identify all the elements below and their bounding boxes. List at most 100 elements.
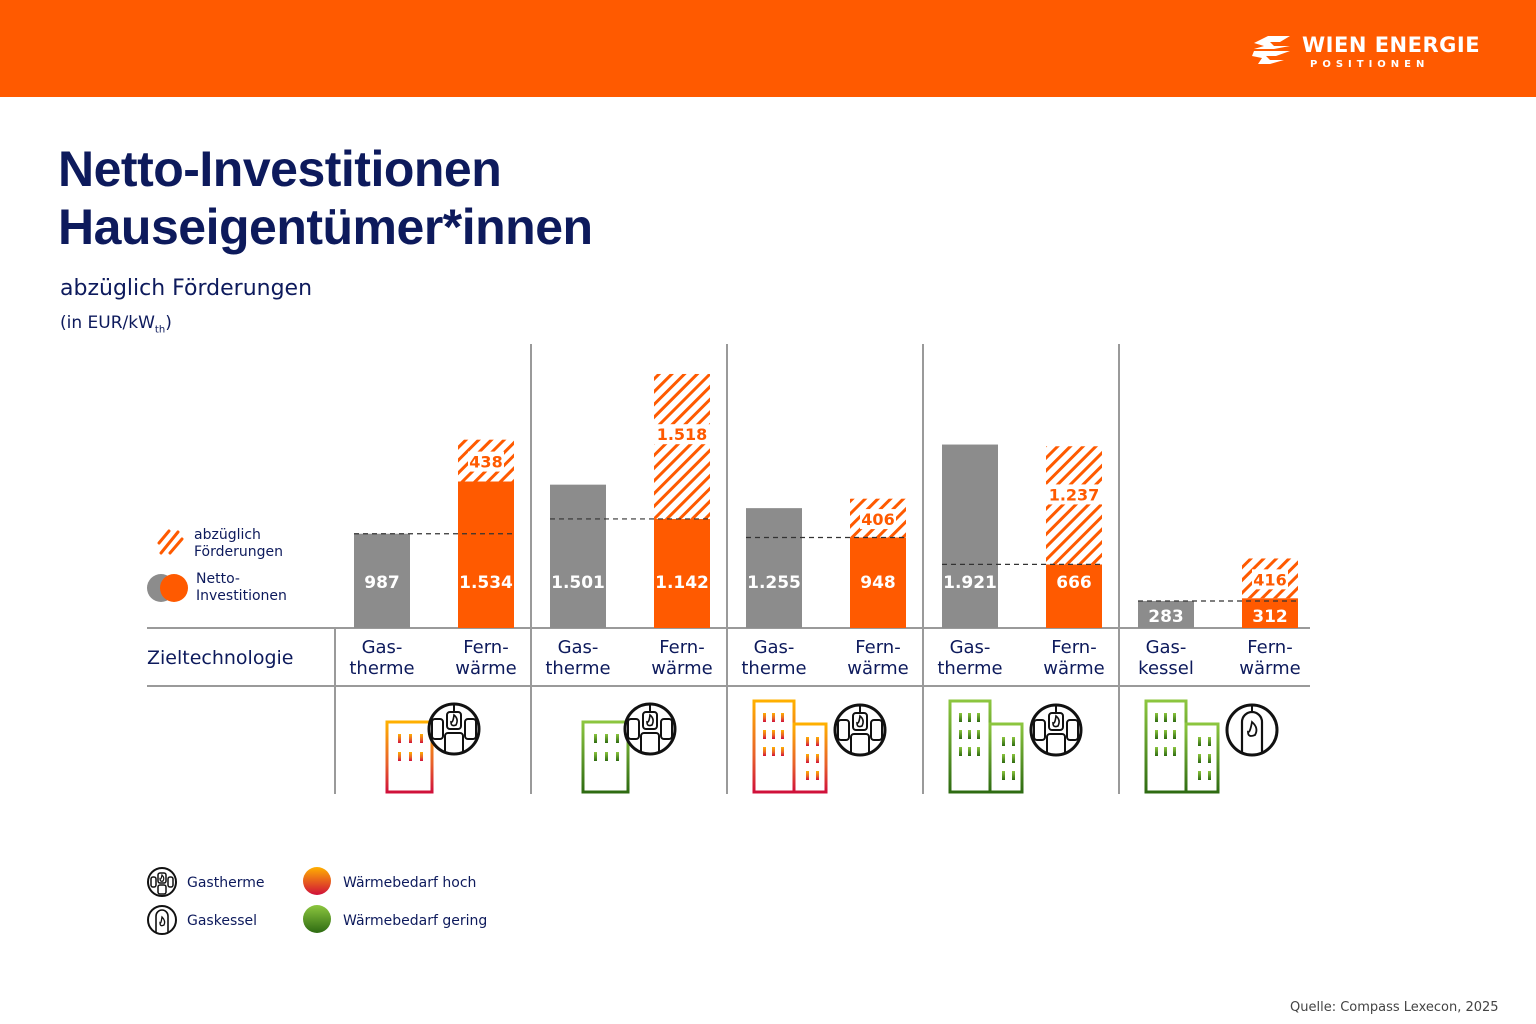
- building-window: [763, 730, 766, 739]
- bar-subsidy-hatch: [1046, 446, 1102, 565]
- subsidy-label-bg: [1046, 484, 1102, 505]
- building-outline: [385, 720, 434, 794]
- building-window: [968, 713, 971, 722]
- building-annex-outline: [1184, 722, 1220, 794]
- gastherme-icon: [623, 702, 677, 756]
- building-window: [1012, 754, 1015, 763]
- building-window: [420, 752, 423, 761]
- building-window: [1173, 747, 1176, 756]
- heater-part: [444, 732, 464, 752]
- wien-energie-logo-icon: [1252, 36, 1290, 64]
- source-note: Quelle: Compass Lexecon, 2025: [1290, 1000, 1499, 1015]
- building-window: [781, 730, 784, 739]
- building-window: [1155, 747, 1158, 756]
- legend-subsidy-line-2: Förderungen: [194, 544, 284, 560]
- building-window: [605, 752, 608, 761]
- category-label-line-1: Gas-: [558, 637, 599, 658]
- heater-part: [627, 718, 640, 740]
- building-window: [1164, 730, 1167, 739]
- building-icon-large: [1144, 699, 1220, 794]
- category-label-line-2: therme: [349, 658, 414, 679]
- bar-value-label: 948: [860, 573, 896, 593]
- gastherme-icon: [833, 703, 887, 757]
- category-label-line-2: wärme: [651, 658, 712, 679]
- building-window: [420, 734, 423, 743]
- category-label-line-1: Gas-: [754, 637, 795, 658]
- heater-part: [1033, 719, 1046, 741]
- building-window: [1155, 713, 1158, 722]
- heater-part: [837, 719, 850, 741]
- category-label-line-1: Fern-: [463, 637, 508, 658]
- building-window: [398, 734, 401, 743]
- building-window: [409, 734, 412, 743]
- gastherme-icon: [427, 702, 481, 756]
- legend-subsidy-label: abzüglich Förderungen: [194, 527, 283, 561]
- legend-net-line-1: Netto-: [196, 571, 240, 587]
- brand-name: WIEN ENERGIE: [1302, 33, 1481, 57]
- legend-net-line-2: Investitionen: [196, 588, 287, 604]
- heater-part: [640, 732, 660, 752]
- subsidy-hatch-legend-icon: [157, 529, 184, 555]
- brand-subtitle: POSITIONEN: [1310, 59, 1430, 70]
- building-window: [1002, 754, 1005, 763]
- building-window: [1164, 747, 1167, 756]
- bar-fernwaerme: [458, 481, 514, 628]
- category-label-line-1: Fern-: [855, 637, 900, 658]
- unit-prefix: (in EUR/kW: [60, 313, 155, 333]
- category-label-line-2: wärme: [847, 658, 908, 679]
- legend-gastherme-label: Gastherme: [187, 875, 265, 891]
- building-outline: [581, 720, 630, 794]
- building-window: [1208, 737, 1211, 746]
- heater-part: [850, 733, 870, 753]
- unit-label: (in EUR/kWth): [60, 313, 172, 335]
- bar-gas: [550, 484, 606, 628]
- heater-part: [464, 718, 477, 740]
- building-window: [959, 747, 962, 756]
- building-window: [594, 734, 597, 743]
- bar-fernwaerme: [654, 518, 710, 628]
- unit-suffix: ): [165, 313, 172, 333]
- bar-value-label: 1.501: [551, 573, 605, 593]
- subsidy-label-bg: [860, 509, 896, 530]
- building-window: [1208, 771, 1211, 780]
- building-window: [816, 737, 819, 746]
- bar-value-label: 1.534: [459, 573, 513, 593]
- building-window: [1198, 737, 1201, 746]
- building-window: [959, 713, 962, 722]
- building-window: [968, 747, 971, 756]
- category-label-line-1: Gas-: [362, 637, 403, 658]
- bar-gas: [354, 533, 410, 628]
- category-label-line-2: therme: [937, 658, 1002, 679]
- flame-icon: [646, 713, 654, 727]
- bar-value-label: 312: [1252, 607, 1288, 627]
- legend-net-label: Netto- Investitionen: [196, 571, 287, 605]
- building-window: [605, 734, 608, 743]
- building-window: [781, 747, 784, 756]
- bar-fernwaerme: [1242, 598, 1298, 628]
- legend-high-demand-label: Wärmebedarf hoch: [343, 875, 477, 891]
- subsidy-value-label: 438: [469, 453, 502, 472]
- building-window: [977, 730, 980, 739]
- building-window: [816, 771, 819, 780]
- category-label-line-2: therme: [741, 658, 806, 679]
- building-window: [772, 730, 775, 739]
- category-label-line-1: Fern-: [659, 637, 704, 658]
- flame-icon: [856, 714, 864, 728]
- bar-value-label: 987: [364, 573, 400, 593]
- building-window: [763, 747, 766, 756]
- building-window: [1173, 713, 1176, 722]
- title-line-2: Hauseigentümer*innen: [58, 199, 593, 255]
- building-window: [1155, 730, 1158, 739]
- building-icon-large: [948, 699, 1024, 794]
- high-demand-legend-dot: [303, 867, 331, 895]
- legend-low-demand-label: Wärmebedarf gering: [343, 913, 488, 929]
- building-window: [763, 713, 766, 722]
- bar-gas: [1138, 600, 1194, 628]
- category-label-line-2: kessel: [1138, 658, 1194, 679]
- building-window: [1002, 737, 1005, 746]
- heater-part: [660, 718, 673, 740]
- building-window: [977, 713, 980, 722]
- header-bar: WIEN ENERGIE POSITIONEN: [0, 0, 1536, 97]
- building-icon-small: [385, 720, 434, 794]
